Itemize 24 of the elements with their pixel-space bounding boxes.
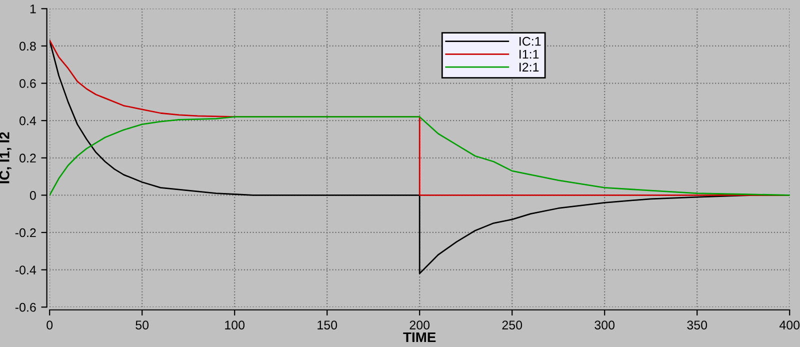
y-tick-label: 0 [30, 190, 36, 200]
x-tick-label: 150 [318, 320, 338, 330]
legend-label: I1:1 [520, 50, 539, 59]
x-tick-label: 50 [136, 320, 149, 330]
x-tick-label: 350 [687, 320, 708, 330]
x-tick-label: 250 [502, 320, 522, 330]
x-axis-title: TIME [403, 332, 436, 342]
legend-label: I2:1 [520, 62, 539, 72]
y-tick-label: 1 [30, 4, 36, 14]
y-tick-label: 0.6 [20, 79, 36, 88]
x-tick-label: 100 [225, 320, 245, 330]
y-tick-label: -0.2 [15, 228, 36, 238]
y-tick-label: -0.4 [15, 266, 36, 274]
y-tick-label: -0.6 [15, 302, 36, 312]
x-tick-label: 200 [410, 320, 430, 330]
x-tick-label: 400 [779, 320, 800, 330]
y-tick-label: 0.2 [20, 154, 36, 163]
legend-label: IC:1 [520, 36, 541, 46]
x-tick-label: 300 [594, 320, 615, 330]
x-tick-label: 0 [46, 320, 53, 330]
y-tick-label: 0.8 [20, 42, 36, 51]
y-tick-label: 0.4 [20, 116, 36, 126]
line-series [50, 116, 790, 196]
y-axis-title: IC, I1, I2 [0, 132, 12, 184]
